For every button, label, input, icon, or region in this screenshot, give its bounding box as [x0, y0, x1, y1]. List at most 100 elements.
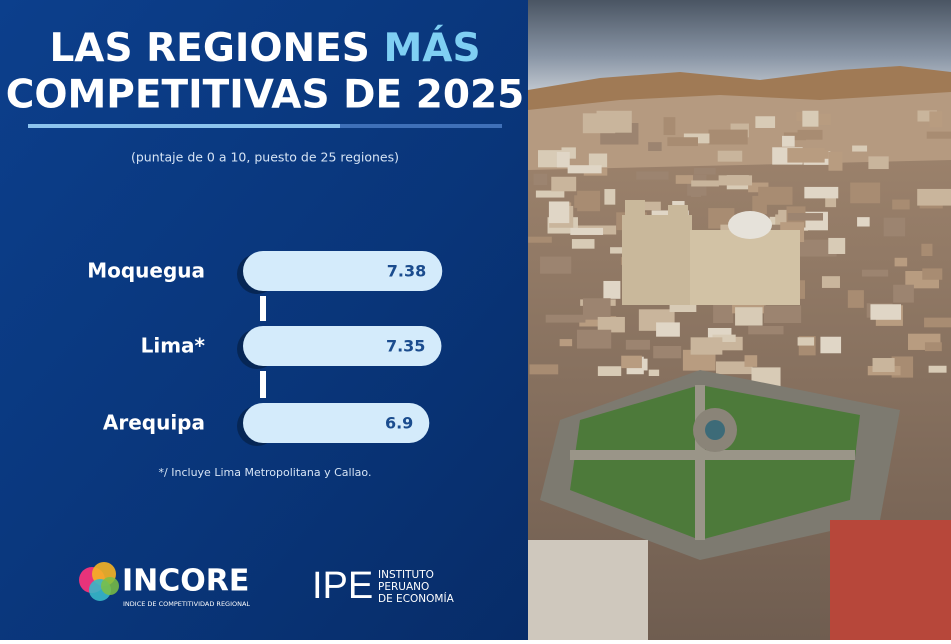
- building: [763, 305, 802, 324]
- building: [718, 175, 753, 186]
- building: [713, 302, 734, 323]
- title-rule: [28, 124, 340, 128]
- building: [603, 280, 621, 299]
- building: [802, 110, 819, 127]
- building: [577, 190, 601, 212]
- building: [648, 369, 660, 377]
- building: [551, 176, 577, 192]
- title-part: LAS REGIONES: [49, 26, 369, 71]
- building: [540, 256, 572, 274]
- building: [787, 213, 824, 221]
- building: [648, 142, 662, 152]
- building: [872, 358, 895, 373]
- building: [787, 148, 825, 163]
- building: [656, 322, 680, 337]
- category-label: Arequipa: [103, 411, 205, 435]
- category-label: Lima*: [141, 334, 206, 358]
- building: [893, 284, 914, 303]
- building: [744, 355, 758, 367]
- category-label: Moquegua: [87, 259, 205, 283]
- building: [717, 150, 743, 162]
- incore-subtitle: INDICE DE COMPETITIVIDAD REGIONAL: [123, 600, 250, 608]
- building: [604, 189, 616, 205]
- building: [621, 355, 642, 369]
- incore-name: INCORE: [122, 564, 249, 599]
- city-photo: [528, 0, 951, 640]
- building: [852, 145, 868, 152]
- building: [597, 316, 625, 333]
- building: [928, 365, 947, 373]
- building: [847, 290, 864, 308]
- building: [828, 237, 846, 254]
- building: [797, 129, 823, 140]
- building: [690, 337, 723, 355]
- building: [820, 336, 842, 354]
- building: [816, 113, 831, 126]
- chart-title: LAS REGIONES MÁS: [49, 24, 480, 71]
- building: [894, 257, 908, 267]
- building: [821, 276, 840, 288]
- building: [675, 175, 693, 184]
- building: [653, 345, 682, 359]
- building: [708, 208, 735, 229]
- building: [735, 307, 763, 326]
- building: [870, 304, 902, 320]
- bar: [243, 326, 442, 366]
- building: [924, 342, 942, 352]
- building: [758, 186, 793, 205]
- footnote: */ Incluye Lima Metropolitana y Callao.: [159, 466, 372, 479]
- building: [641, 201, 661, 211]
- building: [825, 193, 837, 208]
- building: [828, 151, 843, 171]
- building: [929, 111, 943, 128]
- building: [892, 199, 910, 210]
- building: [556, 151, 570, 168]
- building: [545, 314, 586, 323]
- building: [533, 173, 548, 185]
- value-label: 7.38: [387, 262, 426, 281]
- building: [748, 325, 784, 335]
- building: [922, 268, 943, 280]
- building: [667, 137, 698, 147]
- building: [582, 298, 611, 320]
- building: [694, 168, 716, 175]
- building: [712, 334, 736, 342]
- chart-subtitle: (puntaje de 0 a 10, puesto de 25 regione…: [131, 150, 399, 165]
- building: [926, 131, 951, 139]
- building: [588, 153, 608, 168]
- ipe-line: DE ECONOMÍA: [378, 592, 455, 605]
- title-highlight: MÁS: [383, 24, 480, 71]
- building: [663, 117, 676, 136]
- building: [610, 247, 630, 254]
- building: [883, 217, 906, 237]
- bar: [243, 251, 443, 291]
- building: [636, 171, 669, 180]
- building: [924, 317, 951, 328]
- building: [861, 269, 889, 277]
- bars: 7.38 Moquegua 7.35 Lima* 6.9 Arequipa: [87, 251, 443, 446]
- building: [691, 180, 719, 187]
- building: [528, 236, 552, 243]
- building: [868, 156, 889, 170]
- building: [782, 135, 795, 147]
- building: [857, 217, 870, 227]
- ipe-line: PERUANO: [378, 581, 429, 593]
- building: [567, 165, 602, 174]
- building: [796, 112, 807, 121]
- building: [535, 190, 565, 198]
- building: [548, 201, 570, 224]
- value-label: 6.9: [385, 414, 413, 433]
- building: [597, 366, 622, 376]
- building: [850, 182, 881, 204]
- connector: [260, 371, 266, 398]
- ipe-logo: IPE INSTITUTO PERUANO DE ECONOMÍA: [312, 565, 455, 607]
- building: [529, 364, 559, 375]
- chart-title: COMPETITIVAS DE 2025: [6, 73, 525, 118]
- building: [755, 116, 776, 128]
- ipe-name: IPE: [312, 565, 373, 607]
- building: [797, 337, 815, 346]
- building: [921, 243, 933, 256]
- building: [708, 129, 748, 145]
- incore-logo: INCORE INDICE DE COMPETITIVIDAD REGIONAL: [79, 562, 250, 608]
